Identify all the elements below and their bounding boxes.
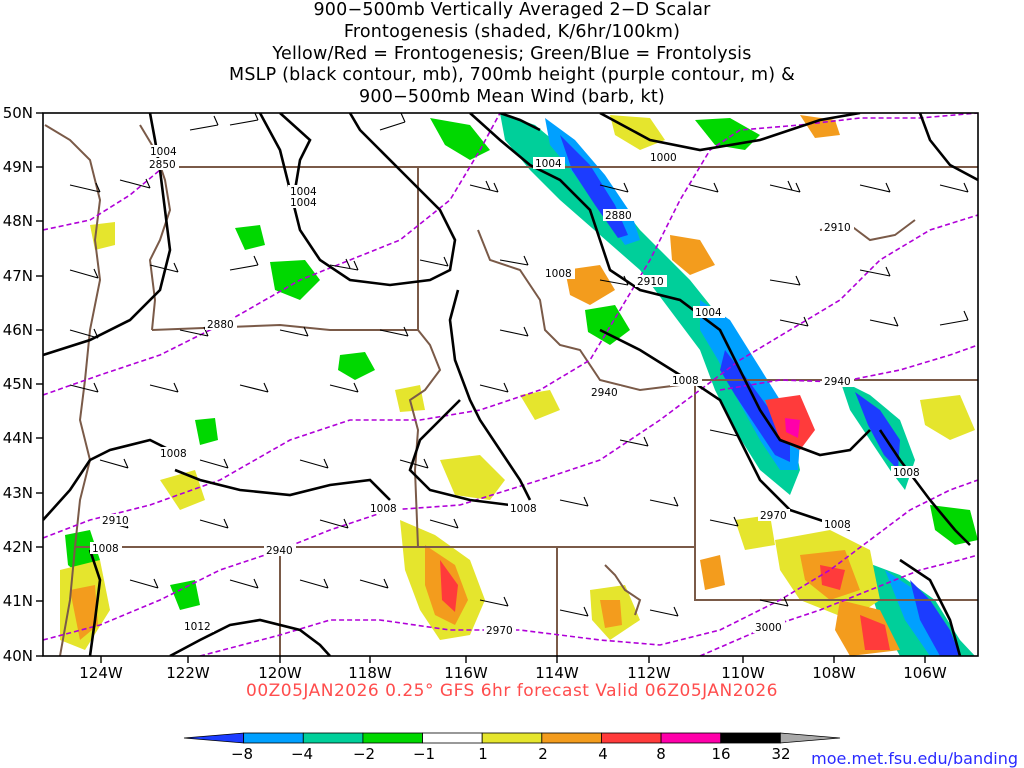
frontolysis-shading [65, 113, 978, 656]
lat-label: 50N [3, 104, 33, 122]
height-label: 2940 [591, 387, 618, 399]
height-label: 2880 [605, 210, 632, 222]
map-title: 900−500mb Vertically Averaged 2−D Scalar… [0, 0, 1024, 109]
lon-label: 120W [258, 664, 302, 682]
contour-labels: 1004 1004 1004 1000 1008 1004 1008 1008 … [90, 145, 923, 637]
colorbar-swatch [660, 732, 722, 744]
height-label: 2970 [486, 625, 513, 637]
colorbar-swatch [302, 732, 364, 744]
lon-label: 106W [903, 664, 947, 682]
mslp-label: 1008 [893, 467, 920, 479]
mslp-label: 1008 [370, 503, 397, 515]
lat-label: 46N [3, 321, 33, 339]
lat-label: 41N [3, 592, 33, 610]
mslp-label: 1012 [184, 621, 211, 633]
colorbar-swatch [720, 732, 781, 744]
mslp-label: 1004 [695, 307, 722, 319]
lat-ticks [36, 112, 43, 657]
frontogenesis-shading [60, 115, 975, 656]
height-label: 2910 [102, 515, 129, 527]
colorbar-label: 32 [771, 745, 790, 763]
lon-label: 118W [348, 664, 392, 682]
mslp-label: 1008 [672, 375, 699, 387]
colorbar-labels: −8 −4 −2 −1 1 2 4 8 16 32 [231, 745, 791, 763]
colorbar-swatch [601, 732, 662, 744]
colorbar-swatch [362, 732, 423, 744]
colorbar-label: −1 [413, 745, 435, 763]
mslp-label: 1000 [650, 152, 677, 164]
colorbar: −8 −4 −2 −1 1 2 4 8 16 32 [183, 732, 841, 763]
forecast-valid-time: 00Z05JAN2026 0.25° GFS 6hr forecast Vali… [246, 681, 778, 701]
colorbar-swatch [422, 732, 483, 744]
lon-label: 116W [444, 664, 488, 682]
height-label: 2910 [824, 222, 851, 234]
lat-labels: 50N 49N 48N 47N 46N 45N 44N 43N 42N 41N … [3, 104, 33, 665]
title-line-3: Yellow/Red = Frontogenesis; Green/Blue =… [272, 43, 752, 64]
height-label: 3000 [755, 622, 782, 634]
title-line-5: 900−500mb Mean Wind (barb, kt) [359, 87, 665, 108]
colorbar-swatch [541, 732, 602, 744]
height-label: 2880 [207, 319, 234, 331]
lat-label: 43N [3, 484, 33, 502]
mslp-label: 1008 [160, 448, 187, 460]
colorbar-swatch [779, 732, 841, 744]
lon-label: 110W [721, 664, 765, 682]
mslp-label: 1008 [824, 519, 851, 531]
colorbar-label: 1 [478, 745, 488, 763]
lon-label: 122W [166, 664, 210, 682]
colorbar-label: 4 [598, 745, 608, 763]
lon-labels: 124W 122W 120W 118W 116W 114W 112W 110W … [79, 664, 947, 682]
colorbar-label: −8 [231, 745, 253, 763]
lon-label: 114W [535, 664, 579, 682]
colorbar-label: 8 [656, 745, 666, 763]
mslp-label: 1004 [150, 146, 177, 158]
mslp-label: 1008 [92, 543, 119, 555]
colorbar-label: 16 [711, 745, 730, 763]
lon-label: 124W [79, 664, 123, 682]
mslp-label: 1004 [290, 186, 317, 198]
title-line-1: 900−500mb Vertically Averaged 2−D Scalar [313, 0, 711, 20]
height-label: 2940 [824, 376, 851, 388]
mslp-label: 1004 [535, 158, 562, 170]
lat-label: 44N [3, 429, 33, 447]
height-label: 2910 [637, 276, 664, 288]
colorbar-boxes [183, 732, 841, 744]
height-label: 2970 [760, 510, 787, 522]
lat-label: 42N [3, 538, 33, 556]
title-line-2: Frontogenesis (shaded, K/6hr/100km) [343, 21, 681, 42]
height-label: 2850 [149, 159, 176, 171]
height-label: 2940 [266, 545, 293, 557]
map-plot-area: 1004 1004 1004 1000 1008 1004 1008 1008 … [43, 113, 978, 656]
lon-ticks [100, 656, 926, 663]
lon-label: 108W [812, 664, 856, 682]
lat-label: 49N [3, 158, 33, 176]
colorbar-label: −4 [291, 745, 313, 763]
credit-link[interactable]: moe.met.fsu.edu/banding [811, 749, 1018, 768]
colorbar-swatch [183, 732, 245, 744]
mslp-label: 1008 [545, 268, 572, 280]
lat-label: 48N [3, 212, 33, 230]
lat-label: 45N [3, 375, 33, 393]
lat-label: 47N [3, 267, 33, 285]
colorbar-swatch [243, 732, 304, 744]
title-line-4: MSLP (black contour, mb), 700mb height (… [229, 65, 795, 86]
mslp-label: 1008 [510, 503, 537, 515]
mslp-label: 1004 [290, 197, 317, 209]
colorbar-label: −2 [353, 745, 375, 763]
lon-label: 112W [627, 664, 671, 682]
colorbar-label: 2 [538, 745, 548, 763]
lat-label: 40N [3, 647, 33, 665]
colorbar-swatch [481, 732, 543, 744]
wind-barbs [69, 113, 969, 617]
